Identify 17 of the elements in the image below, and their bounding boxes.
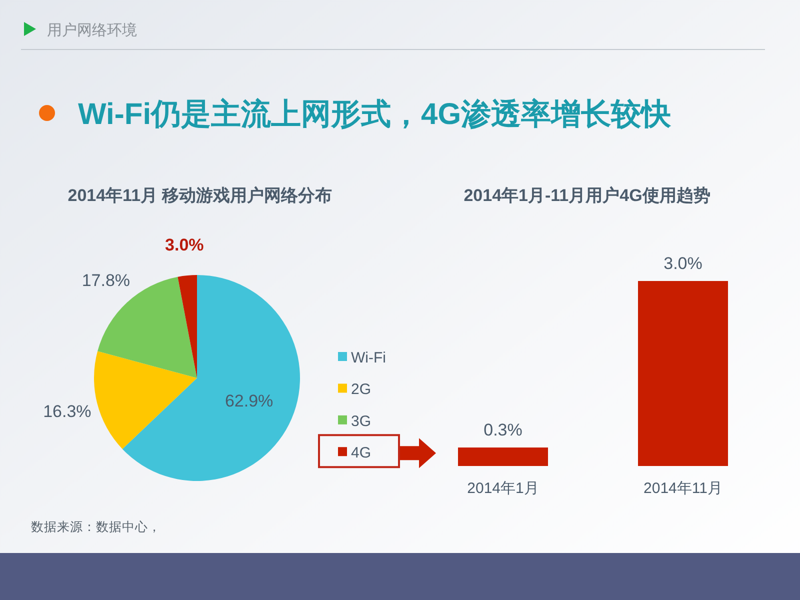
legend-label: Wi-Fi [351, 350, 386, 366]
data-label: 16.3% [43, 402, 92, 421]
data-label: 62.9% [224, 391, 274, 410]
data-label: 3.0% [664, 254, 702, 273]
legend-label: 3G [351, 412, 372, 430]
category-label: 2014年11月 [644, 480, 722, 497]
heading: Wi-Fi仍是主流上网形式，4G渗透率增长较快 [78, 98, 672, 131]
data-label: 0.3% [484, 420, 522, 440]
data-label: 17.8% [82, 270, 130, 290]
chart-title: 2014年11月 移动游戏用户网络分布 [68, 186, 332, 205]
chart-title: 2014年1月-11月用户4G使用趋势 [464, 186, 710, 205]
section-label: 用户网络环境 [47, 22, 137, 39]
legend-label: 2G [351, 381, 372, 398]
source-note: 数据来源：数据中心， [31, 520, 161, 534]
data-label: 3.0% [165, 236, 204, 255]
category-label: 2014年1月 [467, 480, 539, 497]
legend-label: 4G [351, 444, 372, 462]
